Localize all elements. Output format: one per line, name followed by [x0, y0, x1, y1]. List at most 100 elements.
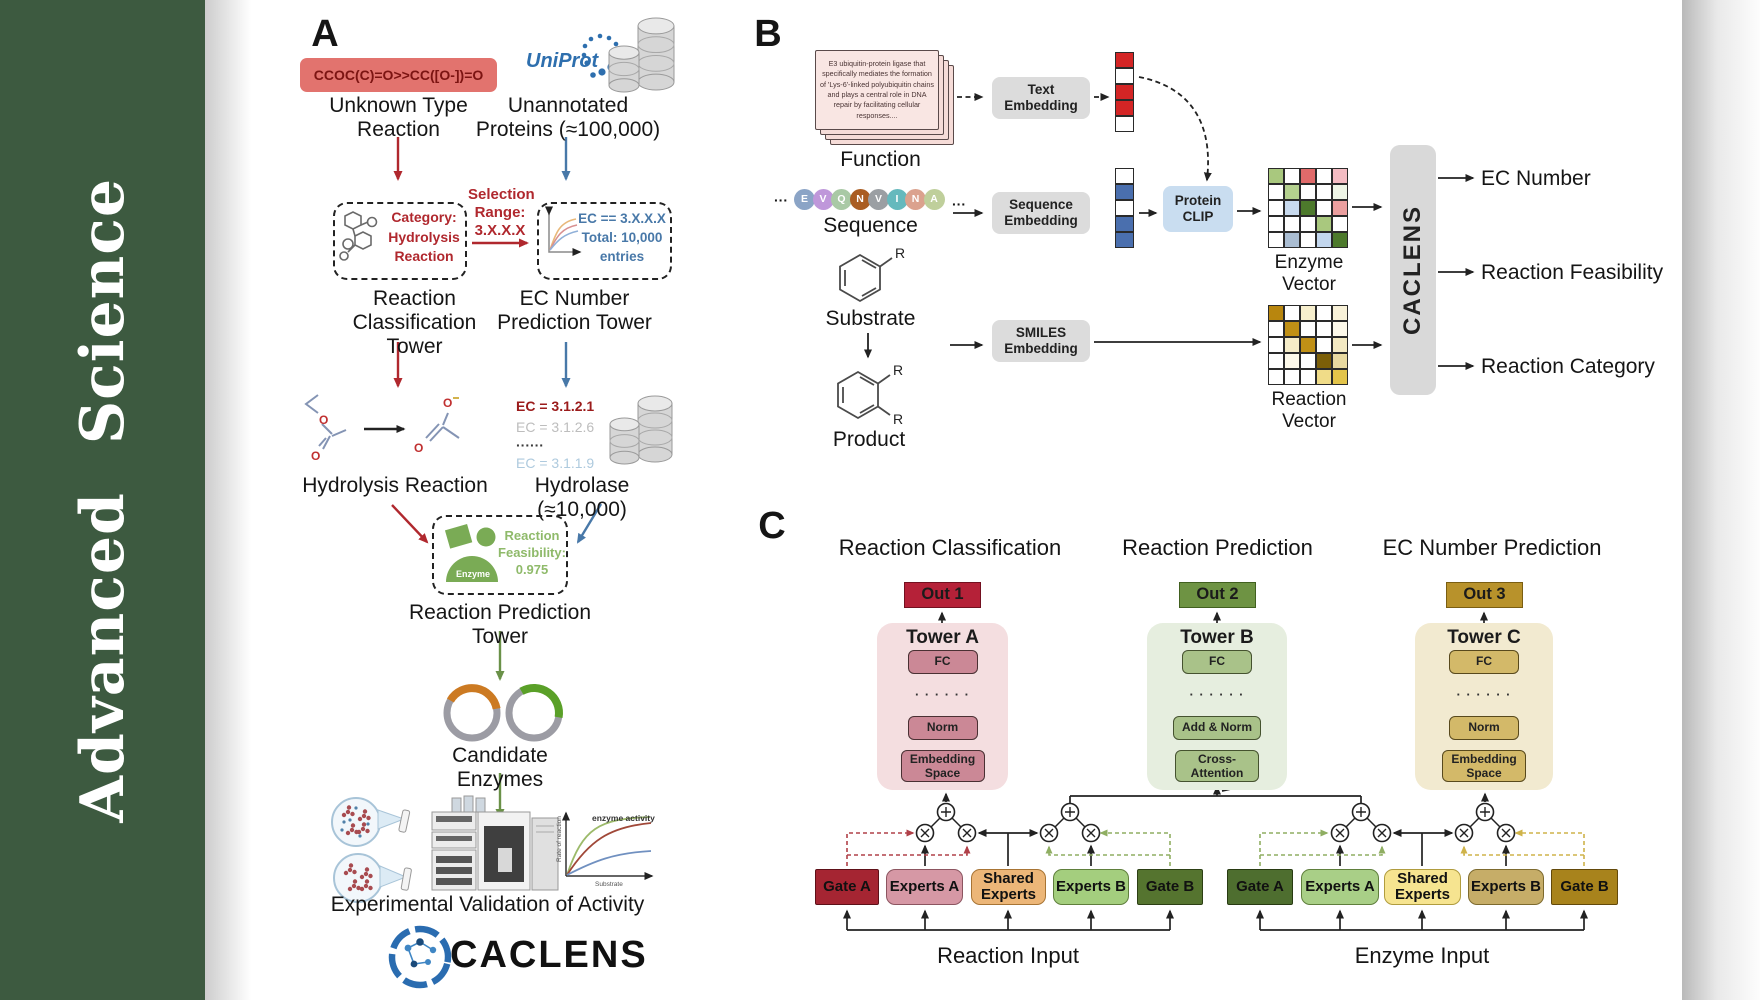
residue-circle: V — [868, 188, 889, 210]
experts-a-box: Experts A — [1301, 869, 1379, 905]
acetate-structure — [425, 412, 460, 442]
tower-c: Tower C FC · · · · · · Norm Embedding Sp… — [1415, 623, 1553, 790]
function-label: Function — [840, 148, 921, 171]
vector-cell — [1316, 369, 1332, 385]
output-reaction-category: Reaction Category — [1481, 355, 1655, 378]
colony-dot — [348, 863, 354, 868]
shared-experts-box: Shared Experts — [971, 869, 1046, 905]
substrate-label: Substrate — [825, 307, 916, 330]
reaction-feasibility-box — [432, 515, 568, 595]
text-embedding-box: Text Embedding — [992, 77, 1090, 119]
molecule-scribble-icon — [339, 211, 378, 261]
panel-b-label: B — [754, 13, 782, 55]
colony-dot — [343, 870, 349, 876]
page-fold-right — [1682, 0, 1760, 1000]
ellipsis-dots: · · · · · · — [1189, 687, 1245, 702]
vector-cell — [1332, 184, 1348, 200]
vector-cell — [1284, 216, 1300, 232]
text-embedding-vector — [1115, 52, 1134, 132]
mul-add-nodes — [915, 802, 1516, 843]
fc-block: FC — [1449, 650, 1519, 674]
embedding-space-block: Embedding Space — [1442, 750, 1526, 782]
vector-cell — [1268, 200, 1284, 216]
colony-dot — [352, 879, 358, 884]
vector-cell — [1300, 200, 1316, 216]
vector-cell — [1115, 168, 1134, 184]
residue-circle: A — [923, 188, 945, 210]
vector-cell — [1268, 168, 1284, 184]
r-group-label: R — [893, 362, 903, 378]
protein-clip-box: Protein CLIP — [1163, 186, 1233, 232]
panel-c-label: C — [758, 505, 786, 547]
colony-dot — [359, 874, 365, 880]
colony-dot — [347, 886, 353, 892]
vector-cell — [1332, 353, 1348, 369]
caclens-fusion-bar: CACLENS — [1390, 145, 1436, 395]
column-title: Reaction Classification — [838, 535, 1062, 560]
residue-circle: N — [905, 188, 926, 210]
add-norm-block: Add & Norm — [1173, 716, 1261, 740]
vector-cell — [1268, 369, 1284, 385]
caclens-logo-icon — [388, 925, 452, 989]
function-card-text: E3 ubiquitin-protein ligase that specifi… — [820, 58, 934, 120]
enzyme-icon: Enzyme — [444, 524, 498, 582]
vector-cell — [1115, 84, 1134, 100]
vector-cell — [1316, 321, 1332, 337]
oxygen-atom: O — [443, 396, 452, 410]
uniprot-logo-text: UniProt — [526, 50, 599, 72]
vector-cell — [1332, 369, 1348, 385]
colony-dot — [368, 885, 373, 891]
colony-dot — [360, 826, 366, 832]
multiply-node — [957, 823, 977, 843]
prediction-tower-label: Reaction Prediction Tower — [408, 601, 592, 648]
multiply-node — [1496, 823, 1516, 843]
add-node — [1475, 802, 1495, 822]
vector-cell — [1115, 116, 1134, 132]
fc-block: FC — [1182, 650, 1252, 674]
vector-cell — [1268, 216, 1284, 232]
colony-dot — [362, 809, 368, 814]
ec-result-row: EC = 3.1.2.1 — [516, 398, 595, 414]
vector-cell — [1300, 353, 1316, 369]
vector-cell — [1300, 321, 1316, 337]
multiply-node — [1081, 823, 1101, 843]
vector-cell — [1332, 232, 1348, 248]
colony-dot — [341, 812, 347, 818]
smiles-reaction-box: CCOC(C)=O>>CC([O-])=O — [300, 58, 497, 92]
fc-block: FC — [907, 650, 978, 674]
norm-block: Norm — [1449, 716, 1519, 740]
colony-dot — [350, 811, 355, 817]
vector-cell — [1316, 232, 1332, 248]
petri-dish-icons — [331, 797, 412, 903]
validation-label: Experimental Validation of Activity — [330, 893, 645, 916]
colony-dot — [363, 883, 369, 889]
ec-prediction-box — [537, 202, 672, 280]
function-card: E3 ubiquitin-protein ligase that specifi… — [815, 50, 939, 130]
plasmid-icons — [443, 683, 563, 742]
unknown-reaction-label: Unknown Type Reaction — [329, 94, 468, 141]
database-icon — [608, 45, 640, 93]
cross-attention-block: Cross- Attention — [1175, 750, 1259, 782]
vector-cell — [1316, 305, 1332, 321]
vector-cell — [1316, 337, 1332, 353]
caclens-brand-text: CACLENS — [450, 934, 648, 976]
multiply-node — [1454, 823, 1474, 843]
vector-cell — [1284, 305, 1300, 321]
experts-b-box: Experts B — [1053, 869, 1129, 905]
enzyme-vector-grid — [1268, 168, 1348, 248]
vector-cell — [1300, 232, 1316, 248]
media-dot — [348, 818, 352, 822]
vector-cell — [1268, 305, 1284, 321]
multiply-node — [1330, 823, 1350, 843]
gate-a-box: Gate A — [815, 869, 879, 905]
vector-cell — [1284, 353, 1300, 369]
colony-dot — [347, 867, 353, 873]
vector-cell — [1115, 216, 1134, 232]
selection-range-label: Selection Range: 3.X.X.X — [468, 186, 535, 239]
vector-cell — [1332, 216, 1348, 232]
vector-cell — [1268, 184, 1284, 200]
out1-box: Out 1 — [904, 582, 981, 608]
colony-dot — [364, 879, 370, 884]
output-reaction-feasibility: Reaction Feasibility — [1481, 261, 1664, 284]
